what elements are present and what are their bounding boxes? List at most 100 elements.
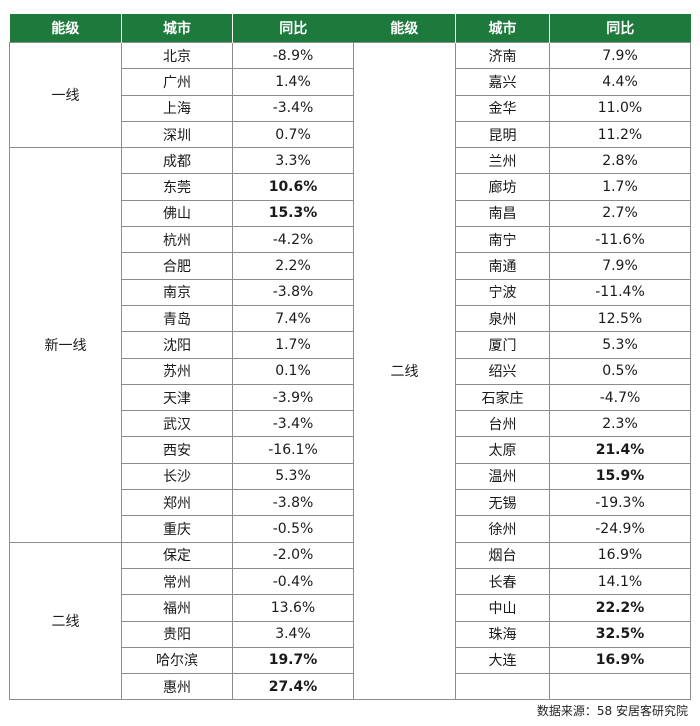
- change-cell: 3.3%: [232, 147, 354, 175]
- city-cell: [455, 673, 550, 701]
- city-cell: 东莞: [121, 173, 233, 201]
- city-cell: 南宁: [455, 226, 550, 254]
- city-cell: 绍兴: [455, 357, 550, 385]
- change-cell: 2.3%: [549, 410, 691, 438]
- table-row: 重庆 -0.5%: [10, 515, 354, 543]
- table-row: 长沙 5.3%: [10, 462, 354, 491]
- city-cell: 中山: [455, 594, 550, 622]
- change-cell: 22.2%: [549, 594, 691, 622]
- city-cell: 温州: [455, 462, 550, 491]
- change-cell: 1.7%: [549, 173, 691, 201]
- table-row: 兰州 2.8%: [354, 147, 691, 175]
- change-cell: 13.6%: [232, 594, 354, 622]
- table-row: 沈阳 1.7%: [10, 331, 354, 359]
- city-cell: 重庆: [121, 515, 233, 543]
- city-cell: 武汉: [121, 410, 233, 438]
- header-city: 城市: [121, 14, 233, 43]
- table-row: 深圳 0.7%: [10, 120, 354, 149]
- header-tier: 能级: [9, 14, 122, 43]
- change-cell: 0.1%: [232, 357, 354, 385]
- table-row: 上海 -3.4%: [10, 94, 354, 122]
- tier-cell: 二线: [353, 41, 456, 701]
- change-cell: 11.2%: [549, 120, 691, 149]
- city-cell: 保定: [121, 541, 233, 569]
- table-row: 温州 15.9%: [354, 462, 691, 491]
- change-cell: 2.8%: [549, 147, 691, 175]
- change-cell: 19.7%: [232, 646, 354, 675]
- city-cell: 昆明: [455, 120, 550, 149]
- table-row: 徐州 -24.9%: [354, 515, 691, 543]
- change-cell: -3.4%: [232, 410, 354, 438]
- table-row: 西安 -16.1%: [10, 436, 354, 464]
- city-table-left: 能级 城市 同比 一线 北京 -8.9% 广州 1.4% 上海 -3.4% 深圳 0.7% 新一线…: [9, 14, 354, 701]
- change-cell: [549, 673, 691, 701]
- change-cell: -8.9%: [232, 41, 354, 70]
- change-cell: 0.7%: [232, 120, 354, 149]
- table-row: [354, 673, 691, 701]
- city-cell: 金华: [455, 94, 550, 122]
- city-cell: 佛山: [121, 199, 233, 228]
- table-row: 佛山 15.3%: [10, 199, 354, 228]
- city-cell: 珠海: [455, 620, 550, 648]
- city-cell: 南通: [455, 252, 550, 280]
- table-row: 武汉 -3.4%: [10, 410, 354, 438]
- city-cell: 石家庄: [455, 383, 550, 412]
- change-cell: 5.3%: [232, 462, 354, 491]
- header-tier: 能级: [353, 14, 456, 43]
- change-cell: 15.3%: [232, 199, 354, 228]
- change-cell: 10.6%: [232, 173, 354, 201]
- change-cell: 14.1%: [549, 567, 691, 596]
- city-cell: 徐州: [455, 515, 550, 543]
- table-row: 青岛 7.4%: [10, 304, 354, 333]
- table-row: 东莞 10.6%: [10, 173, 354, 201]
- city-cell: 太原: [455, 436, 550, 464]
- city-table-right: 能级 城市 同比 二线 济南 7.9% 嘉兴 4.4% 金华 11.0% 昆明 11.2% 兰州 2…: [353, 14, 691, 701]
- table-body-left: 一线 北京 -8.9% 广州 1.4% 上海 -3.4% 深圳 0.7% 新一线 成都 3.3% 东莞 1…: [9, 41, 354, 701]
- city-cell: 烟台: [455, 541, 550, 569]
- table-row: 二线 保定 -2.0%: [9, 541, 354, 701]
- city-cell: 南昌: [455, 199, 550, 228]
- city-cell: 杭州: [121, 226, 233, 254]
- change-cell: 2.2%: [232, 252, 354, 280]
- city-cell: 泉州: [455, 304, 550, 333]
- table-row: 新一线 成都 3.3%: [9, 147, 354, 543]
- city-cell: 沈阳: [121, 331, 233, 359]
- table-row: 南昌 2.7%: [354, 199, 691, 228]
- table-row: 无锡 -19.3%: [354, 489, 691, 517]
- table-row: 中山 22.2%: [354, 594, 691, 622]
- city-cell: 嘉兴: [455, 68, 550, 96]
- change-cell: -19.3%: [549, 489, 691, 517]
- city-cell: 苏州: [121, 357, 233, 385]
- city-cell: 长沙: [121, 462, 233, 491]
- change-cell: 12.5%: [549, 304, 691, 333]
- table-row: 合肥 2.2%: [10, 252, 354, 280]
- change-cell: -0.5%: [232, 515, 354, 543]
- change-cell: -3.8%: [232, 278, 354, 306]
- change-cell: 16.9%: [549, 646, 691, 675]
- tier-cell: 二线: [9, 541, 122, 701]
- table-row: 贵阳 3.4%: [10, 620, 354, 648]
- change-cell: 32.5%: [549, 620, 691, 648]
- table-row: 广州 1.4%: [10, 68, 354, 96]
- table-body-right: 二线 济南 7.9% 嘉兴 4.4% 金华 11.0% 昆明 11.2% 兰州 2.8% 廊坊 1.7%…: [353, 41, 691, 701]
- city-cell: 长春: [455, 567, 550, 596]
- change-cell: -11.6%: [549, 226, 691, 254]
- change-cell: 21.4%: [549, 436, 691, 464]
- city-cell: 济南: [455, 41, 550, 70]
- change-cell: 5.3%: [549, 331, 691, 359]
- city-cell: 贵阳: [121, 620, 233, 648]
- city-cell: 厦门: [455, 331, 550, 359]
- table-row: 嘉兴 4.4%: [354, 68, 691, 96]
- table-row: 台州 2.3%: [354, 410, 691, 438]
- city-cell: 无锡: [455, 489, 550, 517]
- city-cell: 惠州: [121, 673, 233, 701]
- change-cell: -16.1%: [232, 436, 354, 464]
- change-cell: 15.9%: [549, 462, 691, 491]
- change-cell: -3.4%: [232, 94, 354, 122]
- table-row: 石家庄 -4.7%: [354, 383, 691, 412]
- city-cell: 深圳: [121, 120, 233, 149]
- change-cell: 2.7%: [549, 199, 691, 228]
- table-row: 一线 北京 -8.9%: [9, 41, 354, 149]
- city-cell: 福州: [121, 594, 233, 622]
- change-cell: -4.2%: [232, 226, 354, 254]
